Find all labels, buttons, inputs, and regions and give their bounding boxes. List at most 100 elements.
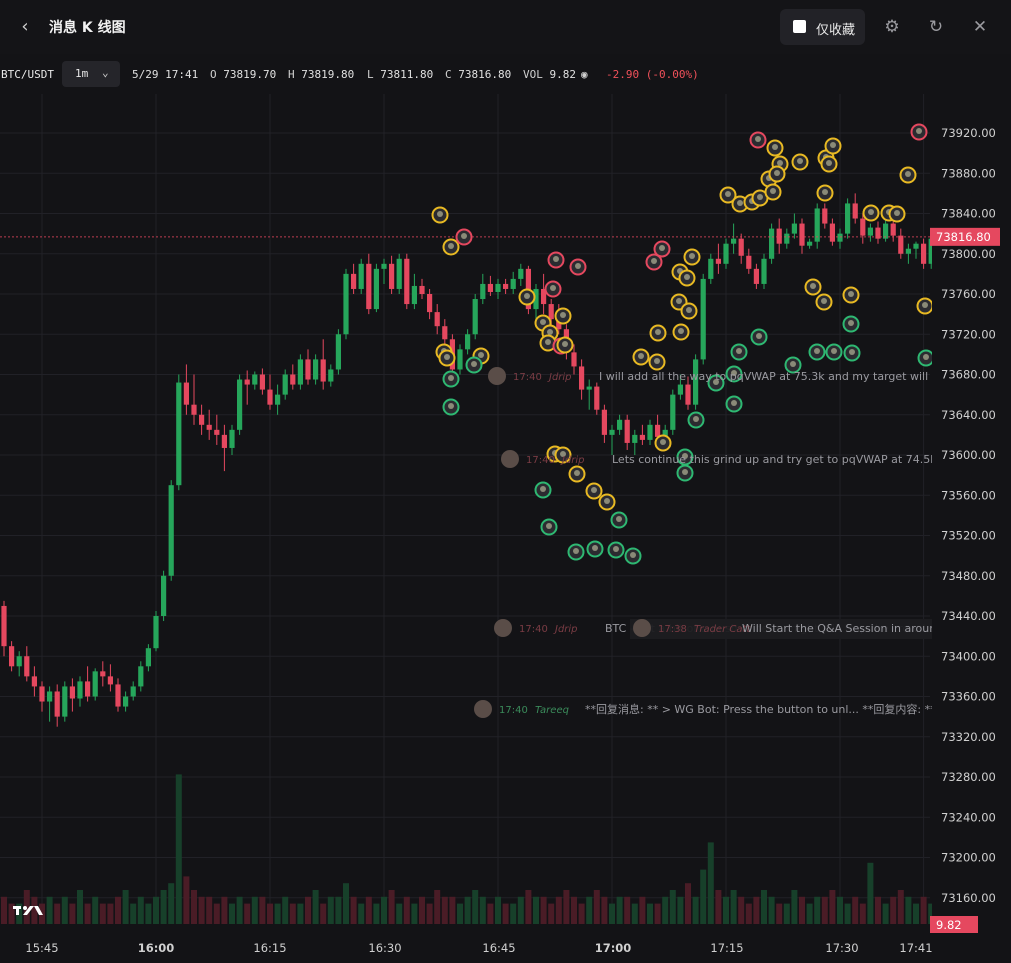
message-markers: [431, 123, 935, 565]
favorites-only-toggle[interactable]: 仅收藏: [780, 9, 865, 45]
time-tick-label: 16:30: [368, 941, 401, 955]
candle-body: [411, 285, 417, 305]
candle-body: [776, 228, 782, 244]
open-value: 73819.70: [223, 68, 277, 81]
avatar-face: [560, 451, 566, 457]
volume-bar: [107, 903, 114, 924]
price-tick-label: 73440.00: [941, 609, 996, 623]
volume-bar: [905, 896, 912, 924]
volume-bar: [426, 903, 433, 924]
volume-bar: [844, 903, 851, 924]
volume-bar: [441, 896, 448, 924]
candle-body: [366, 263, 372, 310]
candlestick-chart[interactable]: 17:40 Jdrip I will add all the way to pqVW…: [0, 94, 1011, 963]
volume-bar: [251, 896, 258, 924]
message-ticker: 17:40 Jdrip I will add all the way to pqVW…: [474, 367, 985, 718]
interval-select[interactable]: 1m ⌄: [62, 61, 120, 87]
avatar-face: [830, 142, 836, 148]
volume-bar: [183, 876, 190, 924]
volume-bar: [23, 890, 30, 924]
volume-bar: [738, 896, 745, 924]
volume-bar: [479, 896, 486, 924]
candle-body: [639, 434, 645, 440]
candle-body: [510, 278, 516, 289]
eye-icon[interactable]: ◉: [581, 68, 588, 81]
message-time: 17:40: [513, 372, 542, 383]
candle-body: [39, 686, 45, 702]
close-icon[interactable]: ✕: [972, 17, 988, 37]
candle-body: [206, 424, 212, 430]
avatar-face: [822, 189, 828, 195]
price-tick-label: 73760.00: [941, 287, 996, 301]
candle-body: [358, 263, 364, 289]
volume-bar: [586, 896, 593, 924]
volume-bar: [160, 890, 167, 924]
avatar-face: [553, 256, 559, 262]
message-time: 17:40: [526, 455, 555, 466]
volume-bar: [593, 890, 600, 924]
volume-bar: [510, 903, 517, 924]
avatar-face: [604, 498, 610, 504]
message-row[interactable]: 17:40 Jdrip I will add all the way to pqVW…: [488, 367, 966, 385]
candle-body: [381, 263, 387, 269]
candle-body: [556, 319, 562, 330]
volume-bars: [1, 774, 965, 924]
volume-bar: [419, 896, 425, 924]
volume-bar: [776, 903, 783, 924]
volume-bar: [449, 896, 456, 924]
message-row[interactable]: 17:40 Jdrip Lets continue this grind up an…: [501, 450, 975, 468]
message-row[interactable]: 17:40 Tareeq **回复消息: ** > WG Bot: Press th…: [474, 700, 985, 718]
candle-body: [875, 227, 881, 239]
avatar-face: [448, 375, 454, 381]
back-arrow-icon[interactable]: ‹: [21, 16, 29, 37]
close-value-group: C 73816.80: [445, 68, 511, 81]
volume-bar: [609, 903, 615, 924]
volume-bar: [267, 903, 273, 924]
favorites-checkbox[interactable]: [793, 20, 806, 33]
price-tick-label: 73800.00: [941, 247, 996, 261]
candle-body: [427, 294, 433, 313]
volume-bar: [77, 890, 83, 924]
volume-bar: [867, 862, 874, 924]
volume-bar: [783, 903, 790, 924]
volume-bar: [381, 896, 387, 924]
refresh-icon[interactable]: ↻: [928, 17, 944, 37]
volume-bar: [229, 903, 235, 924]
avatar-face: [545, 339, 551, 345]
volume-bar: [852, 896, 859, 924]
price-tick-label: 73160.00: [941, 891, 996, 905]
candle-body: [617, 419, 623, 430]
candle-body: [837, 233, 843, 242]
avatar-face: [848, 320, 854, 326]
volume-bar: [723, 896, 729, 924]
volume-bar: [525, 890, 532, 924]
volume-bar: [175, 774, 182, 924]
avatar-face: [659, 245, 665, 251]
avatar-face: [562, 341, 568, 347]
avatar: [474, 700, 492, 718]
candle-body: [69, 686, 75, 699]
message-user: Tareeq: [535, 705, 569, 716]
avatar-face: [540, 486, 546, 492]
volume-bar: [897, 890, 904, 924]
avatar-face: [689, 253, 695, 259]
price-tick-label: 73520.00: [941, 529, 996, 543]
candle-body: [290, 374, 296, 385]
avatar-face: [638, 353, 644, 359]
candle-body: [632, 434, 638, 443]
candle-body: [731, 238, 737, 244]
volume-bar: [555, 896, 562, 924]
candle-body: [769, 228, 775, 259]
gear-icon[interactable]: ⚙: [884, 17, 900, 37]
avatar-face: [540, 319, 546, 325]
candle-body: [921, 243, 927, 264]
time-tick-label: 16:15: [253, 941, 286, 955]
avatar-face: [654, 358, 660, 364]
candle-body: [275, 394, 281, 405]
price-tick-label: 73280.00: [941, 770, 996, 784]
avatar-face: [444, 354, 450, 360]
volume-bar: [548, 903, 555, 924]
message-user: Trader Catt: [694, 624, 751, 635]
avatar-face: [573, 548, 579, 554]
